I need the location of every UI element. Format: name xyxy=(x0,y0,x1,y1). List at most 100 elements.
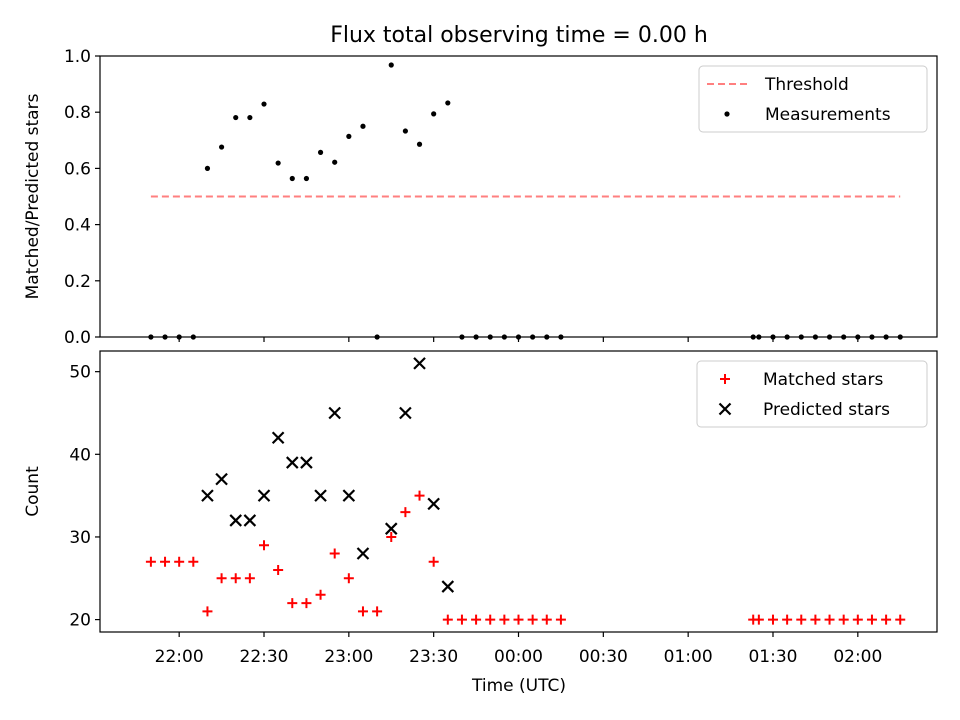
predicted-stars-point-8 xyxy=(314,489,327,502)
matched-stars-point-36 xyxy=(824,614,835,625)
matched-stars-point-11 xyxy=(301,598,312,609)
legend-label: Matched stars xyxy=(763,370,883,390)
measurements-point-7 xyxy=(247,114,253,121)
measurements-point-19 xyxy=(416,141,423,147)
legend-label: Predicted stars xyxy=(763,400,890,420)
y-tick-label: 0.6 xyxy=(64,159,91,179)
chart-title: Flux total observing time = 0.00 h xyxy=(330,23,708,48)
matched-stars-point-17 xyxy=(386,531,397,542)
measurements-point-20 xyxy=(431,111,437,117)
top-panel: 0.0 0.2 0.4 0.6 0.8 1.0 Matched/Predicted star… xyxy=(23,47,938,348)
predicted-stars-point-12 xyxy=(384,522,398,535)
predicted-stars-point-5 xyxy=(271,431,285,445)
x-tick-label: 23:30 xyxy=(409,647,458,667)
matched-stars-point-13 xyxy=(329,548,340,559)
x-tick-label: 23:00 xyxy=(324,647,373,667)
matched-stars-point-38 xyxy=(852,614,863,625)
matched-stars-point-1 xyxy=(160,556,171,567)
matched-stars-point-24 xyxy=(485,614,496,625)
matched-stars-point-8 xyxy=(259,540,270,551)
measurements-point-11 xyxy=(303,175,310,182)
matched-stars-point-4 xyxy=(202,606,213,617)
matched-stars-point-16 xyxy=(372,606,383,617)
legend-measurements-swatch xyxy=(724,111,730,117)
x-tick-label: 22:00 xyxy=(155,647,204,667)
matched-stars-point-5 xyxy=(216,573,227,584)
matched-stars-point-21 xyxy=(442,614,453,625)
matched-stars-point-28 xyxy=(541,614,552,625)
measurements-point-18 xyxy=(402,128,408,134)
predicted-stars-point-1 xyxy=(215,472,228,486)
matched-stars-point-34 xyxy=(796,614,807,625)
legend-predicted-swatch xyxy=(718,402,732,416)
matched-stars-point-14 xyxy=(343,573,354,584)
matched-stars-point-33 xyxy=(782,614,793,625)
y-tick-label: 50 xyxy=(69,363,91,383)
predicted-stars-point-10 xyxy=(342,489,356,502)
predicted-stars-point-9 xyxy=(328,406,341,420)
matched-stars-point-18 xyxy=(400,507,411,518)
measurements-point-6 xyxy=(233,114,239,121)
legend-box xyxy=(696,360,928,428)
predicted-stars-point-14 xyxy=(413,357,426,370)
predicted-stars-point-16 xyxy=(441,580,455,593)
predicted-stars-point-6 xyxy=(286,456,299,469)
matched-stars-point-26 xyxy=(513,614,524,625)
matched-stars-point-15 xyxy=(357,606,368,617)
y-tick-label: 0.4 xyxy=(64,216,91,236)
measurements-point-15 xyxy=(360,123,366,129)
predicted-stars-point-15 xyxy=(427,497,440,511)
matched-stars-point-0 xyxy=(145,556,156,567)
matched-stars-point-27 xyxy=(527,614,538,625)
matched-stars-point-12 xyxy=(315,589,326,600)
matched-stars-point-35 xyxy=(810,614,821,625)
y-tick-label: 0.8 xyxy=(64,103,91,123)
legend-matched-swatch xyxy=(720,374,730,384)
matched-stars-point-39 xyxy=(866,614,877,625)
matched-stars-point-9 xyxy=(273,565,284,576)
x-tick-label: 22:30 xyxy=(240,647,289,667)
y-axis-label: Matched/Predicted stars xyxy=(23,93,43,299)
predicted-stars-point-2 xyxy=(229,514,243,527)
matched-stars-point-3 xyxy=(188,556,199,567)
matched-stars-point-31 xyxy=(753,614,764,625)
measurements-point-14 xyxy=(346,133,352,139)
measurements-point-21 xyxy=(445,100,451,106)
matched-stars-point-19 xyxy=(414,490,425,501)
matched-stars-point-10 xyxy=(287,598,298,609)
x-tick-label: 02:00 xyxy=(833,647,882,667)
matched-stars-point-32 xyxy=(767,614,778,625)
predicted-stars-point-13 xyxy=(399,406,412,420)
measurements-point-4 xyxy=(204,165,211,171)
x-axis-label: Time (UTC) xyxy=(471,676,566,696)
y-tick-label: 20 xyxy=(69,611,91,631)
measurements-point-17 xyxy=(388,62,394,68)
matched-stars-point-20 xyxy=(428,556,439,567)
matched-stars-point-22 xyxy=(456,614,467,625)
y-tick-label: 0.2 xyxy=(64,272,91,292)
measurements-point-8 xyxy=(261,101,267,107)
y-axis-label: Count xyxy=(23,466,43,517)
predicted-stars-point-0 xyxy=(201,489,214,502)
y-tick-label: 40 xyxy=(69,445,91,465)
y-tick-label: 1.0 xyxy=(64,47,91,67)
legend-box xyxy=(698,65,928,133)
matched-stars-point-40 xyxy=(881,614,892,625)
measurements-point-10 xyxy=(289,175,295,182)
matched-stars-point-25 xyxy=(499,614,510,625)
predicted-stars-point-7 xyxy=(300,456,313,469)
predicted-stars-point-3 xyxy=(243,514,257,527)
measurements-point-12 xyxy=(317,149,324,155)
measurements-point-9 xyxy=(275,160,281,166)
x-tick-label: 00:30 xyxy=(579,647,628,667)
legend-label: Threshold xyxy=(764,75,849,95)
x-tick-label: 00:00 xyxy=(494,647,543,667)
matched-stars-point-41 xyxy=(895,614,906,625)
matched-stars-point-6 xyxy=(230,573,241,584)
x-tick-label: 01:30 xyxy=(748,647,797,667)
matched-stars-point-29 xyxy=(555,614,566,625)
x-tick-label: 01:00 xyxy=(664,647,713,667)
matched-stars-point-37 xyxy=(838,614,849,625)
measurements-point-5 xyxy=(218,144,225,150)
